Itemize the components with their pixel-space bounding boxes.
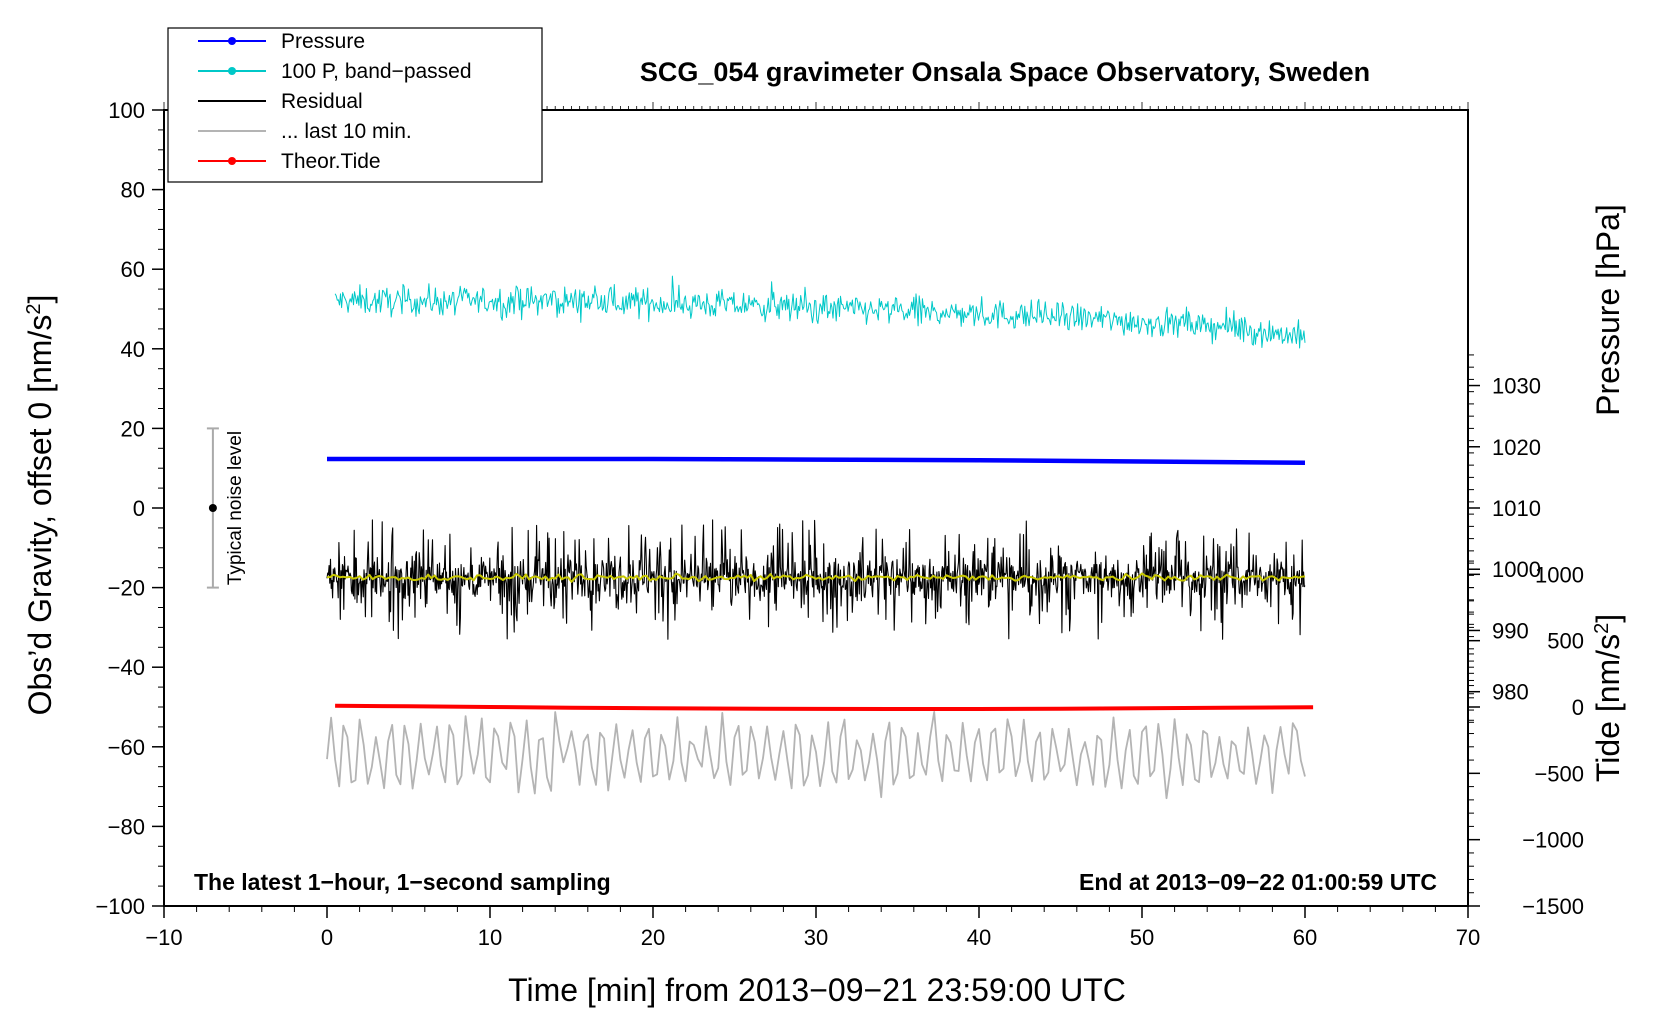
y-tick-label: 80 <box>121 178 145 203</box>
x-tick-label: 60 <box>1293 925 1317 950</box>
y-axis-title-sup: 2 <box>23 304 45 315</box>
y-axis-gravity: −100 −80 −60 −40 −20 0 20 40 60 80 100 <box>95 98 164 919</box>
y-axis-title: Obs’d Gravity, offset 0 [nm/s2] <box>22 295 58 716</box>
end-time-note: End at 2013−09−22 01:00:59 UTC <box>1079 869 1437 895</box>
x-tick-label: −10 <box>145 925 182 950</box>
tide-tick-label: 0 <box>1572 695 1584 720</box>
legend-marker <box>228 67 236 75</box>
x-tick-label: 10 <box>478 925 502 950</box>
series-band-passed-pressure <box>334 275 1306 349</box>
y-tick-label: −20 <box>108 576 145 601</box>
series-last-10-min <box>326 711 1306 800</box>
tide-tick-label: −1500 <box>1522 894 1584 919</box>
pressure-axis-title: Pressure [hPa] <box>1590 204 1626 416</box>
series-layer <box>326 275 1314 800</box>
pressure-tick-label: 980 <box>1492 680 1529 705</box>
series-residual <box>326 519 1306 640</box>
tide-tick-label: 500 <box>1547 629 1584 654</box>
y-tick-label: 40 <box>121 337 145 362</box>
noise-level-label: Typical noise level <box>225 431 246 585</box>
pressure-tick-label: 990 <box>1492 618 1529 643</box>
x-tick-label: 20 <box>641 925 665 950</box>
y-tick-label: −60 <box>108 735 145 760</box>
legend-entry-label: Pressure <box>281 30 365 53</box>
legend-entry-label: Residual <box>281 90 363 113</box>
series-pressure <box>327 456 1306 465</box>
y-axis-pressure: 980 990 1000 1010 1020 1030 <box>1468 354 1541 723</box>
noise-bar-center-dot <box>208 504 217 512</box>
y-tick-label: 60 <box>121 257 145 282</box>
series-residual-smoothed <box>326 572 1306 583</box>
chart-title: SCG_054 gravimeter Onsala Space Observat… <box>640 57 1370 87</box>
legend-box <box>167 27 543 183</box>
sampling-note: The latest 1−hour, 1−second sampling <box>194 869 611 895</box>
tide-tick-label: 1000 <box>1535 562 1584 587</box>
x-tick-label: 0 <box>321 925 333 950</box>
y-tick-label: −100 <box>95 894 145 919</box>
x-tick-label: 70 <box>1456 925 1480 950</box>
x-tick-label: 50 <box>1130 925 1154 950</box>
y-tick-label: −40 <box>108 655 145 680</box>
pressure-tick-label: 1030 <box>1492 374 1541 399</box>
x-tick-label: 30 <box>804 925 828 950</box>
legend-marker <box>228 157 236 165</box>
x-tick-label: 40 <box>967 925 991 950</box>
y-axis-title-main: Obs’d Gravity, offset 0 [nm/s <box>22 315 58 716</box>
series-theoretical-tide <box>335 703 1314 711</box>
tide-axis-title-sup: 2 <box>1591 623 1613 634</box>
tide-axis-title-tail: ] <box>1590 614 1626 623</box>
y-tick-label: −80 <box>108 814 145 839</box>
y-axis-title-tail: ] <box>22 295 58 304</box>
legend-entry-label: 100 P, band−passed <box>281 60 472 83</box>
tide-tick-label: −500 <box>1534 761 1584 786</box>
tide-tick-label: −1000 <box>1522 828 1584 853</box>
x-axis: −10 0 10 20 30 40 50 60 70 <box>145 102 1480 950</box>
x-axis-title: Time [min] from 2013−09−21 23:59:00 UTC <box>508 972 1126 1008</box>
legend-marker <box>228 37 236 45</box>
y-tick-label: 20 <box>121 416 145 441</box>
noise-level-bar: Typical noise level <box>206 427 246 589</box>
tide-axis-title-main: Tide [nm/s <box>1590 634 1626 782</box>
legend-entry-label: Theor.Tide <box>281 150 381 173</box>
y-tick-label: 100 <box>108 98 145 123</box>
pressure-tick-label: 1010 <box>1492 496 1541 521</box>
legend: Pressure 100 P, band−passed Residual ... la… <box>167 27 543 183</box>
y-axis-tide: −1500 −1000 −500 0 500 1000 <box>1468 560 1584 919</box>
pressure-tick-label: 1000 <box>1492 557 1541 582</box>
tide-axis-title: Tide [nm/s2] <box>1590 614 1626 782</box>
pressure-tick-label: 1020 <box>1492 435 1541 460</box>
y-tick-label: 0 <box>133 496 145 521</box>
legend-entry-label: ... last 10 min. <box>281 120 412 143</box>
